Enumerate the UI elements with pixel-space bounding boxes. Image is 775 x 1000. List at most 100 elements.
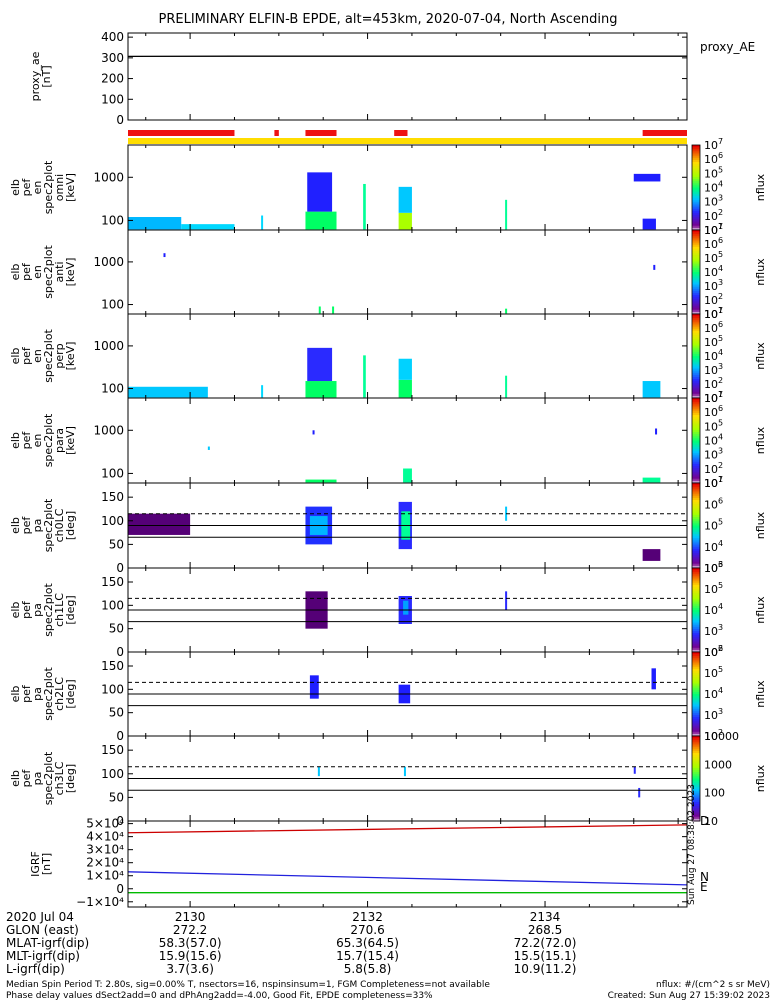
colorbar-segment — [692, 662, 700, 666]
heat-cell — [505, 308, 508, 314]
colorbar-tick-label: 105 — [704, 518, 723, 533]
colorbar-exponent: 5 — [718, 250, 723, 259]
colorbar-segment — [692, 702, 700, 706]
heat-cell — [403, 766, 406, 777]
colorbar-segment — [692, 804, 700, 807]
colorbar-segment — [692, 368, 700, 372]
colorbar-segment — [692, 799, 700, 803]
colorbar-segment — [692, 595, 700, 598]
series-line-N — [127, 871, 688, 886]
colorbar-segment — [692, 480, 700, 484]
colorbar-tick-label: 103 — [704, 362, 723, 377]
plot-title: PRELIMINARY ELFIN-B EPDE, alt=453km, 202… — [159, 12, 618, 27]
colorbar-segment — [692, 616, 700, 619]
colorbar-segment — [692, 198, 700, 201]
orbit-value: 272.2 — [173, 923, 207, 937]
colorbar-label: nflux — [754, 426, 767, 454]
y-tick-label: 100 — [101, 682, 124, 696]
colorbar-segment — [692, 412, 700, 416]
colorbar-segment — [692, 744, 700, 748]
colorbar-segment — [692, 442, 700, 446]
y-axis-label: pef — [20, 516, 33, 535]
colorbar-segment — [692, 757, 700, 760]
colorbar-segment — [692, 415, 700, 418]
colorbar-exponent: 6 — [718, 236, 723, 245]
colorbar-segment — [692, 582, 700, 586]
colorbar-segment — [692, 645, 700, 649]
y-axis-label: [keV] — [64, 173, 77, 202]
colorbar-tick-label: 105 — [704, 418, 723, 433]
y-tick-label: 150 — [101, 743, 124, 757]
colorbar-tick-label: 102 — [704, 208, 723, 223]
colorbar-segment — [692, 502, 700, 505]
orbit-value: 65.3(64.5) — [336, 936, 399, 950]
colorbar-segment — [692, 337, 700, 340]
colorbar-tick-label: 107 — [704, 475, 723, 490]
y-axis-label: pa — [31, 603, 44, 617]
colorbar-segment — [692, 255, 700, 258]
colorbar-segment — [692, 362, 700, 365]
heat-cell — [642, 549, 661, 561]
y-tick-label: 100 — [101, 767, 124, 781]
colorbar-exponent: 4 — [718, 602, 723, 611]
colorbar-segment — [692, 727, 700, 731]
colorbar-segment — [692, 341, 700, 344]
y-axis-label: elb — [9, 770, 22, 787]
colorbar-tick-label: 106 — [704, 644, 723, 659]
colorbar-segment — [692, 257, 700, 260]
colorbar-segment — [692, 213, 700, 216]
colorbar-label: nflux — [754, 173, 767, 201]
colorbar-segment — [692, 147, 700, 150]
colorbar-segment — [692, 593, 700, 596]
y-axis-label: ch3LC — [53, 761, 66, 795]
colorbar-exponent: 1 — [718, 390, 723, 399]
colorbar-segment — [692, 710, 700, 714]
colorbar-segment — [692, 561, 700, 565]
colorbar-frame — [691, 735, 701, 822]
colorbar-segment — [692, 206, 700, 210]
heat-cell — [307, 172, 333, 212]
colorbar-segment — [692, 468, 700, 471]
orbit-value: 15.7(15.4) — [336, 949, 399, 963]
y-tick-label: 100 — [101, 466, 124, 480]
orbit-value: 5.8(5.8) — [344, 962, 392, 976]
colorbar-segment — [692, 265, 700, 269]
colorbar-segment — [692, 153, 700, 157]
colorbar-segment — [692, 461, 700, 465]
colorbar-segment — [692, 765, 700, 769]
colorbar-tick-label: 103 — [704, 278, 723, 293]
colorbar-segment — [692, 812, 700, 816]
orbit-value: 3.7(3.6) — [166, 962, 214, 976]
colorbar-segment — [692, 698, 700, 701]
colorbar-segment — [692, 553, 700, 556]
y-axis-label: elb — [9, 517, 22, 534]
y-axis-label: elb — [9, 602, 22, 619]
colorbar-segment — [692, 381, 700, 384]
colorbar-segment — [692, 286, 700, 290]
colorbar-segment — [692, 740, 700, 743]
colorbar-segment — [692, 525, 700, 529]
colorbar-segment — [692, 723, 700, 727]
colorbar-segment — [692, 282, 700, 286]
orbit-row-label: 2020 Jul 04 — [6, 910, 74, 924]
colorbar-segment — [692, 453, 700, 456]
colorbar-tick-label: 104 — [704, 602, 723, 617]
colorbar-segment — [692, 546, 700, 550]
orbit-value: 58.3(57.0) — [159, 936, 222, 950]
colorbar-segment — [692, 622, 700, 626]
colorbar-segment — [692, 489, 700, 493]
colorbar-segment — [692, 215, 700, 218]
colorbar-segment — [692, 303, 700, 307]
series-line-D — [127, 824, 688, 834]
colorbar-segment — [692, 584, 700, 588]
orbit-value: 15.9(15.6) — [159, 949, 222, 963]
heat-cell — [363, 183, 366, 230]
colorbar-tick-label: 100 — [704, 787, 725, 800]
heat-cell — [128, 513, 191, 535]
colorbar-segment — [692, 349, 700, 353]
colorbar-segment — [692, 149, 700, 152]
colorbar-tick-label: 104 — [704, 180, 723, 195]
colorbar-exponent: 7 — [718, 222, 723, 231]
colorbar-segment — [692, 643, 700, 647]
